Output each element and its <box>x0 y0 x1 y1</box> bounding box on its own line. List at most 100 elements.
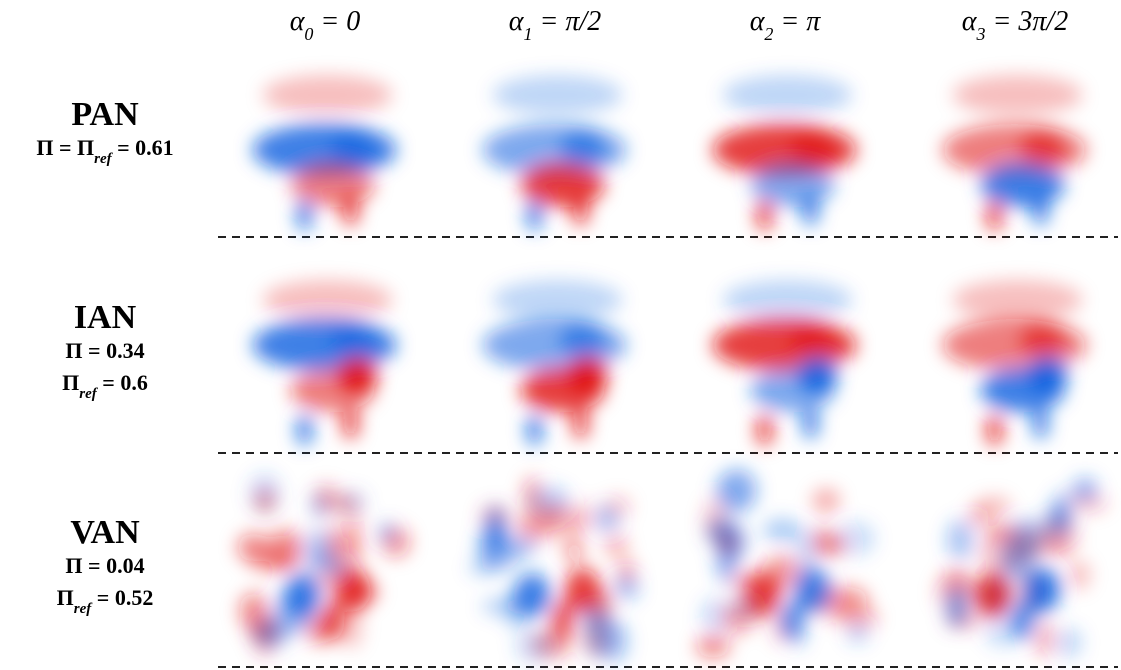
separators <box>218 236 1118 668</box>
blob <box>946 519 975 561</box>
subscript: 3 <box>976 24 986 44</box>
column-header: α1 = π/2 <box>509 6 601 44</box>
blob <box>514 573 551 617</box>
header-text: = 3π/2 <box>986 6 1069 37</box>
heatmap-panel <box>696 468 879 659</box>
heatmap-panel <box>935 477 1108 658</box>
blob <box>1024 568 1061 612</box>
blob <box>492 75 623 115</box>
blob <box>581 617 610 659</box>
blob <box>1044 536 1070 556</box>
heatmap-panel <box>712 280 857 446</box>
blob <box>802 194 819 226</box>
blob <box>492 280 623 320</box>
metric-text: Π = 0.04 <box>65 553 144 578</box>
blob <box>975 496 1012 518</box>
blob <box>262 75 393 115</box>
row-metric: Π = 0.04 <box>65 553 144 578</box>
header-text: = π <box>773 6 821 37</box>
blob <box>790 130 835 166</box>
column-header: α0 = 0 <box>290 6 361 44</box>
blob <box>603 495 632 518</box>
blob <box>253 618 288 649</box>
blob <box>560 130 605 166</box>
blob <box>1052 491 1073 532</box>
blob <box>1020 130 1065 166</box>
blob <box>330 322 375 358</box>
subscript: 1 <box>524 24 533 44</box>
blob <box>986 199 1003 231</box>
metric-text: = 0.6 <box>97 370 148 395</box>
blob <box>564 568 601 612</box>
header-text: α <box>750 6 766 37</box>
blob <box>262 280 393 320</box>
blob <box>337 357 378 393</box>
blob <box>1032 194 1049 226</box>
row-metric: Πref = 0.52 <box>57 585 154 617</box>
column-header: α3 = 3π/2 <box>962 6 1068 44</box>
blob <box>254 488 276 514</box>
blob <box>945 586 970 629</box>
header-text: = π/2 <box>533 6 602 37</box>
blob <box>812 488 840 513</box>
blob <box>572 194 589 226</box>
metric-text: Π <box>62 370 79 395</box>
blob <box>1027 357 1068 393</box>
blob <box>1032 407 1049 439</box>
blob <box>1068 494 1108 513</box>
blob <box>756 414 773 446</box>
heatmap-panel <box>237 473 410 659</box>
blob <box>572 407 589 439</box>
metric-text: Π = 0.34 <box>65 338 144 363</box>
blob <box>797 357 838 393</box>
blob <box>1010 600 1035 640</box>
row-name: VAN <box>70 514 140 551</box>
blob <box>481 598 522 615</box>
subscript: 2 <box>764 24 773 44</box>
blob <box>828 586 869 615</box>
heatmap-panel <box>942 280 1087 446</box>
blob <box>780 600 805 640</box>
blob <box>239 592 269 630</box>
blob <box>952 75 1083 115</box>
blob <box>1020 322 1065 358</box>
header-text: = 0 <box>313 6 360 37</box>
blob <box>846 622 869 644</box>
blob <box>794 568 831 612</box>
blob <box>342 407 359 439</box>
blob <box>523 476 541 513</box>
blob <box>763 518 802 542</box>
blob <box>560 322 605 358</box>
blob <box>526 414 543 446</box>
blob <box>614 574 640 601</box>
blob <box>515 629 554 663</box>
blob <box>296 414 313 446</box>
blob <box>717 553 735 586</box>
blob <box>314 483 339 514</box>
blob <box>332 494 360 514</box>
heatmap-panel <box>252 75 397 231</box>
heatmap-panel <box>712 75 857 231</box>
heatmap-panel <box>252 280 397 446</box>
subscript: ref <box>74 601 93 617</box>
subscript: ref <box>94 151 113 167</box>
blob <box>744 573 781 617</box>
blob <box>714 471 752 513</box>
blob <box>790 322 835 358</box>
blob <box>952 280 1083 320</box>
metric-text: Π <box>57 585 74 610</box>
row-metric: Π = Πref = 0.61 <box>36 135 173 167</box>
blob <box>526 199 543 231</box>
blob <box>482 319 627 371</box>
blob <box>252 319 397 371</box>
blob <box>722 75 853 115</box>
row-metric: Π = 0.34 <box>65 338 144 363</box>
blob <box>567 357 608 393</box>
blob <box>701 597 730 634</box>
blob <box>942 319 1087 371</box>
blob <box>818 533 846 557</box>
heatmap-panel <box>468 476 640 663</box>
header-text: α <box>962 6 978 37</box>
blob <box>481 521 510 557</box>
blob <box>296 199 313 231</box>
